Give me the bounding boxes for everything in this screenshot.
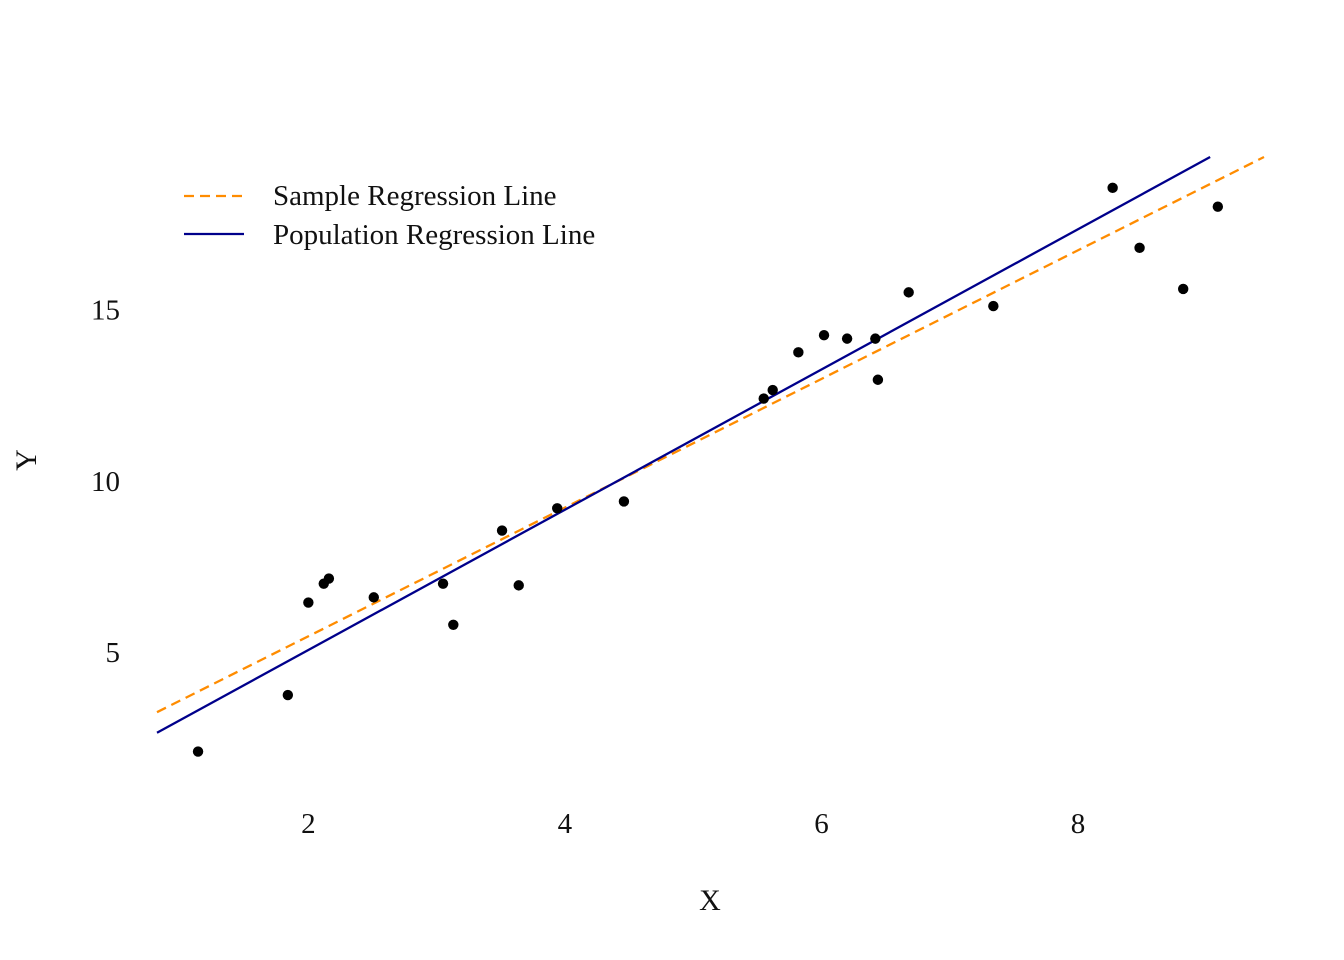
scatter-points <box>192 182 1224 757</box>
data-point <box>437 578 449 589</box>
y-tick-label: 5 <box>106 637 121 669</box>
x-tick-label: 8 <box>1071 808 1086 840</box>
y-tick-label: 15 <box>91 295 120 327</box>
data-point <box>818 330 830 341</box>
legend-label-population-regression-line: Population Regression Line <box>273 219 595 251</box>
data-point <box>323 573 335 584</box>
data-point <box>282 689 294 701</box>
data-point <box>1134 242 1145 254</box>
population-regression-line <box>156 155 1211 734</box>
y-axis-ticks: 5 10 15 <box>91 295 120 670</box>
data-point <box>870 333 881 344</box>
data-point <box>793 347 804 358</box>
x-axis-title: X <box>699 884 721 917</box>
data-point <box>513 580 524 591</box>
data-point <box>448 619 459 630</box>
data-point <box>841 333 853 344</box>
data-point <box>303 597 314 608</box>
data-point <box>872 374 884 385</box>
data-point <box>903 287 914 298</box>
data-point <box>988 300 999 312</box>
data-point <box>552 503 563 514</box>
y-tick-label: 10 <box>91 466 120 498</box>
data-point <box>192 746 204 757</box>
data-point <box>758 393 769 404</box>
data-point <box>368 592 379 603</box>
x-tick-label: 4 <box>558 808 573 840</box>
data-point <box>767 384 778 396</box>
data-point <box>618 496 630 507</box>
legend: Sample Regression Line Population Regres… <box>184 180 595 251</box>
x-axis-ticks: 2 4 6 8 <box>301 808 1085 840</box>
data-point <box>1212 201 1224 212</box>
legend-label-sample-regression-line: Sample Regression Line <box>273 180 557 212</box>
regression-lines <box>156 155 1265 734</box>
data-point <box>496 525 508 536</box>
x-tick-label: 2 <box>301 808 316 840</box>
data-point <box>1177 283 1189 295</box>
data-point <box>1107 182 1118 194</box>
x-tick-label: 6 <box>814 808 829 840</box>
sample-regression-line <box>156 155 1265 714</box>
y-axis-title: Y <box>10 449 43 471</box>
